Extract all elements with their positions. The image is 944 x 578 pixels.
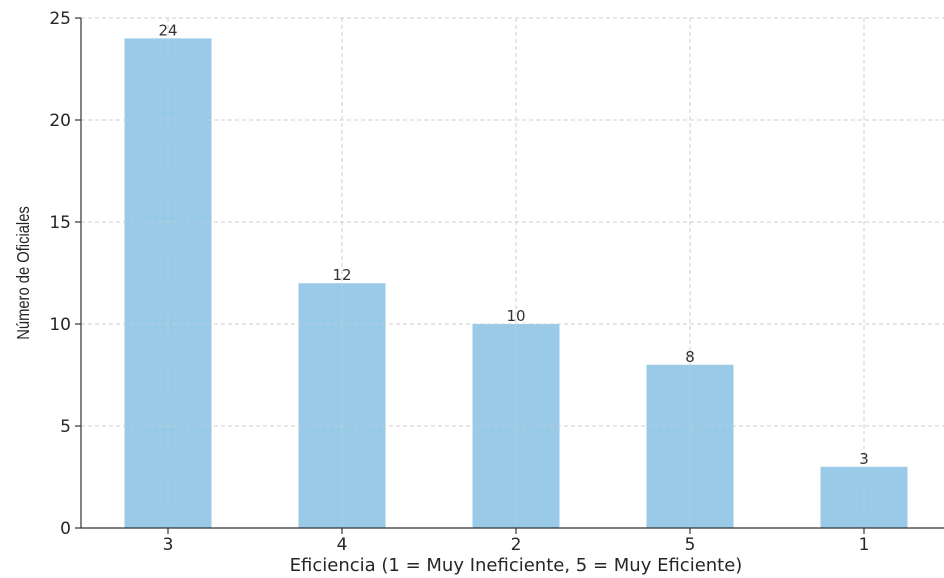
bar-value-label: 3 [859, 450, 869, 468]
bar-value-label: 10 [506, 307, 525, 325]
x-tick-label: 1 [859, 535, 870, 555]
bar-value-label: 24 [158, 21, 177, 39]
x-tick-label: 4 [337, 535, 348, 555]
grid-overlay [81, 17, 944, 528]
y-tick-label: 25 [49, 9, 71, 29]
y-tick-label: 0 [60, 519, 71, 539]
bar-value-label: 8 [685, 348, 695, 366]
axes [80, 18, 944, 529]
y-tick-label: 10 [49, 315, 71, 335]
x-axis-title: Eficiencia (1 = Muy Ineficiente, 5 = Muy… [290, 555, 743, 576]
y-tick-label: 20 [49, 111, 71, 131]
x-tick-label: 2 [511, 535, 522, 555]
y-tick-label: 15 [49, 213, 71, 233]
y-tick-label: 5 [60, 417, 71, 437]
bar-value-label: 12 [332, 266, 351, 284]
x-tick-label: 5 [685, 535, 696, 555]
data-labels: 24 12 10 8 3 [158, 21, 868, 467]
y-axis-title: Número de Oficiales [14, 206, 34, 340]
x-tick-label: 3 [163, 535, 174, 555]
